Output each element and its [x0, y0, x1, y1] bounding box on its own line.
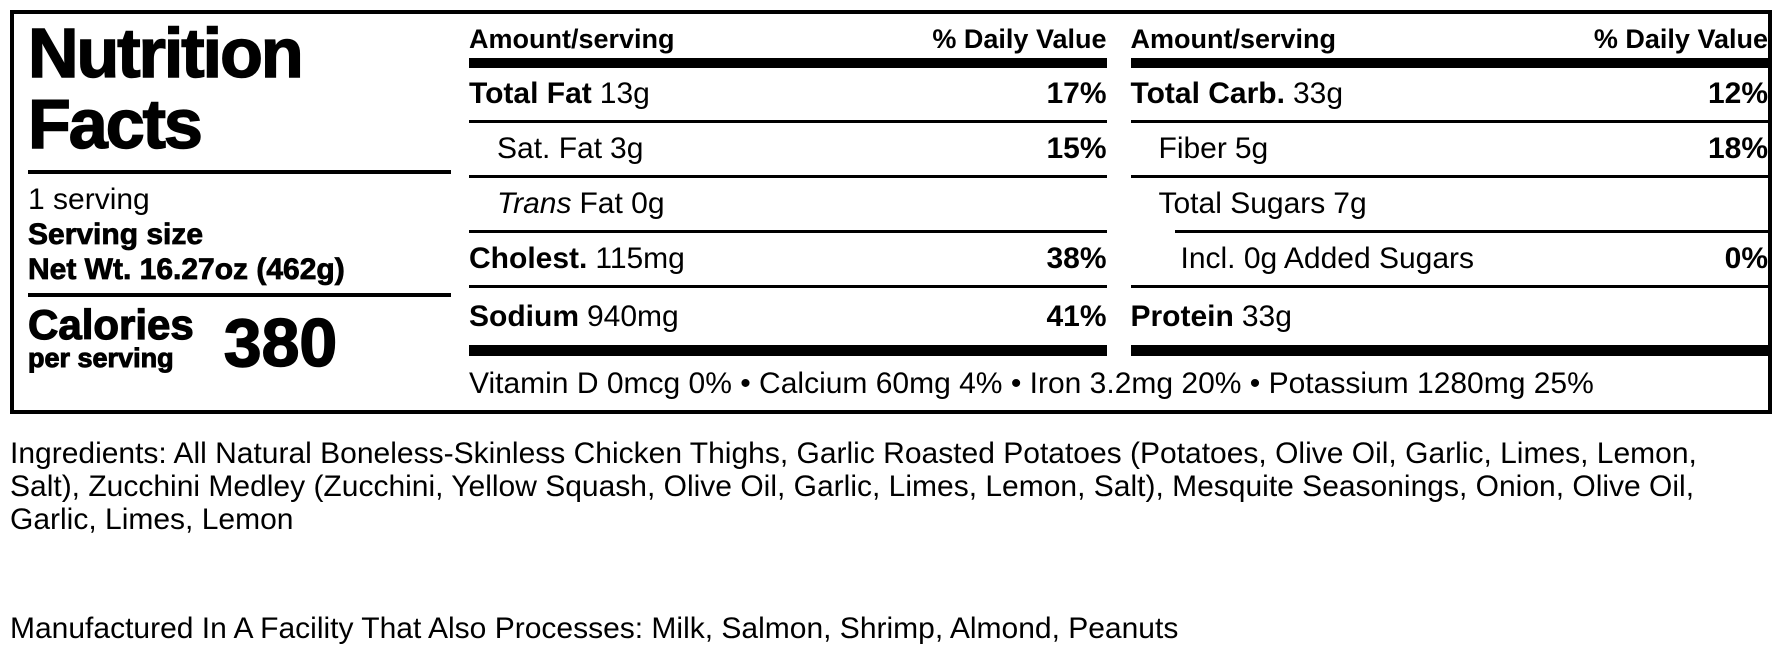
daily-value-header: % Daily Value	[932, 24, 1107, 54]
nutrient-amount: 33g	[1241, 299, 1292, 333]
nutrient-column-left: Amount/serving % Daily Value Total Fat 1…	[459, 18, 1107, 356]
nutrient-daily-value: 38%	[1046, 242, 1107, 275]
nutrient-row-sodium: Sodium 940mg 41%	[469, 288, 1107, 345]
nutrient-table: Amount/serving % Daily Value Total Fat 1…	[459, 14, 1768, 410]
label-title-line1: Nutrition	[27, 14, 304, 92]
allergen-statement: Manufactured In A Facility That Also Pro…	[10, 612, 1179, 645]
divider	[28, 170, 451, 174]
label-title-line2: Facts	[27, 85, 203, 163]
nutrient-amount: 3g	[610, 132, 644, 165]
daily-value-header: % Daily Value	[1593, 24, 1768, 54]
calories-labels: Calories per serving	[27, 301, 194, 373]
calories-label: Calories	[27, 301, 194, 348]
divider	[1174, 230, 1768, 233]
nutrient-row-sat-fat: Sat. Fat 3g 15%	[469, 123, 1107, 178]
nutrient-column-right: Amount/serving % Daily Value Total Carb.…	[1121, 18, 1769, 356]
nutrient-daily-value: 12%	[1707, 77, 1768, 110]
nutrient-name: Sat. Fat	[497, 132, 603, 165]
nutrient-row-total-fat: Total Fat 13g 17%	[469, 68, 1107, 123]
nutrient-row-fiber: Fiber 5g 18%	[1130, 123, 1768, 178]
thick-divider	[469, 58, 1107, 68]
nutrient-name: Sodium	[469, 299, 579, 333]
nutrient-daily-value: 0%	[1724, 242, 1768, 275]
column-header: Amount/serving % Daily Value	[469, 18, 1107, 58]
nutrient-amount: 5g	[1234, 132, 1269, 165]
calories-value: 380	[223, 305, 338, 381]
amount-per-serving-header: Amount/serving	[1130, 24, 1337, 54]
divider	[28, 293, 451, 297]
micronutrients-line: Vitamin D 0mcg 0% • Calcium 60mg 4% • Ir…	[469, 367, 1594, 400]
thick-divider	[1130, 345, 1768, 356]
nutrient-row-added-sugars: Incl. 0g Added Sugars 0%	[1130, 233, 1768, 288]
nutrient-name: Cholest.	[469, 242, 588, 275]
nutrient-row-trans-fat: Trans Fat 0g	[469, 178, 1107, 233]
column-header: Amount/serving % Daily Value	[1131, 18, 1769, 58]
nutrient-amount: 115mg	[595, 242, 685, 275]
thick-divider	[1130, 58, 1768, 68]
nutrient-amount: 940mg	[587, 299, 679, 333]
nutrient-daily-value: 17%	[1046, 77, 1107, 110]
nutrient-name: Total Fat	[469, 77, 592, 110]
thick-divider	[469, 345, 1107, 356]
nutrient-name: Total Sugars	[1158, 187, 1326, 220]
nutrient-amount: 33g	[1292, 77, 1344, 110]
nutrient-name: Protein	[1130, 299, 1234, 333]
nutrient-amount: Fat 0g	[579, 187, 665, 220]
nutrient-amount: 13g	[599, 77, 650, 110]
nutrient-amount: 7g	[1333, 187, 1367, 220]
serving-count: 1 serving	[28, 183, 150, 216]
nutrient-row-total-carb: Total Carb. 33g 12%	[1130, 68, 1768, 123]
nutrient-daily-value: 15%	[1046, 132, 1107, 165]
nutrient-row-protein: Protein 33g	[1131, 288, 1769, 345]
nutrient-name: Incl. 0g Added Sugars	[1180, 242, 1475, 275]
nutrient-daily-value: 41%	[1046, 299, 1107, 333]
net-weight: Net Wt. 16.27oz (462g)	[28, 253, 346, 287]
nutrient-name: Trans	[497, 187, 572, 220]
nutrient-row-cholesterol: Cholest. 115mg 38%	[469, 233, 1107, 288]
nutrient-columns: Amount/serving % Daily Value Total Fat 1…	[459, 18, 1768, 356]
label-left-section: Nutrition Facts 1 serving Serving size N…	[14, 14, 459, 410]
ingredients-statement: Ingredients: All Natural Boneless-Skinle…	[10, 437, 1697, 536]
amount-per-serving-header: Amount/serving	[469, 24, 675, 54]
nutrient-name: Total Carb.	[1130, 77, 1285, 110]
calories-sublabel: per serving	[28, 343, 175, 373]
serving-size-label: Serving size	[28, 218, 204, 252]
nutrient-name: Fiber	[1158, 132, 1227, 165]
label-title: Nutrition Facts	[27, 14, 451, 163]
calories-block: Calories per serving 380	[27, 301, 451, 381]
nutrition-facts-panel: Nutrition Facts 1 serving Serving size N…	[10, 10, 1772, 414]
nutrient-row-total-sugars: Total Sugars 7g	[1131, 178, 1769, 230]
nutrient-daily-value: 18%	[1707, 132, 1768, 165]
